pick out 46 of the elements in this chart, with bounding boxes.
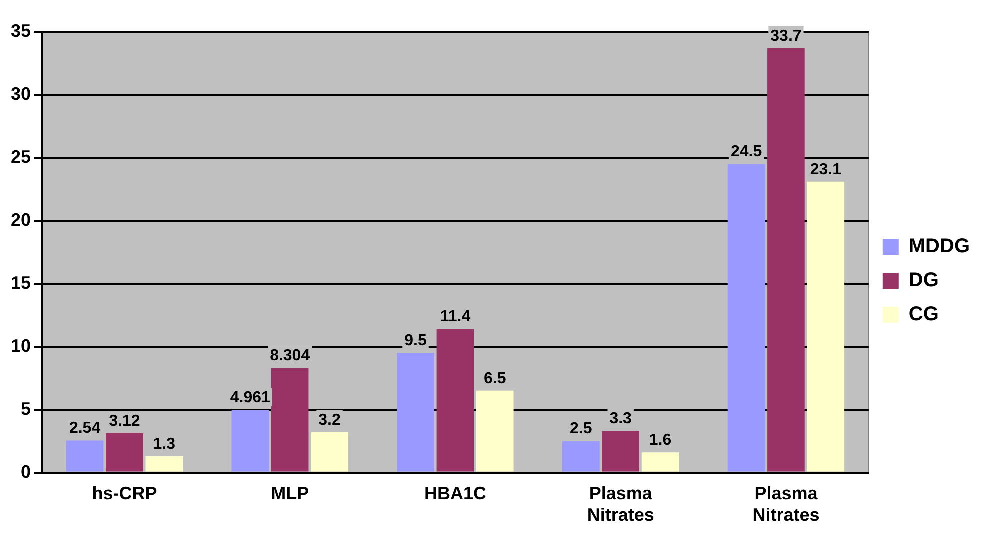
data-label: 4.961 — [230, 390, 271, 407]
x-tick-label: Plasma Nitrates — [587, 484, 654, 526]
bar — [232, 410, 270, 472]
x-tick-label: HBA1C — [424, 484, 486, 504]
y-tick-label: 0 — [21, 462, 32, 482]
data-label: 3.2 — [318, 412, 341, 429]
data-label: 3.12 — [109, 412, 140, 430]
bar — [476, 390, 514, 472]
data-label: 33.7 — [770, 28, 802, 45]
bar — [311, 432, 348, 472]
x-tick-label: Plasma Nitrates — [752, 484, 820, 526]
bar — [106, 434, 144, 472]
data-label: 24.5 — [730, 144, 762, 161]
bar — [271, 368, 309, 472]
data-label: 1.3 — [153, 436, 176, 453]
bar — [807, 182, 845, 472]
data-label: 23.1 — [810, 161, 842, 178]
y-tick-label: 5 — [21, 398, 32, 419]
bar — [768, 48, 805, 472]
data-label: 11.4 — [440, 308, 471, 326]
legend-label: CG — [908, 304, 939, 326]
y-tick-label: 25 — [10, 146, 32, 167]
data-label: 2.5 — [570, 420, 592, 438]
bar — [146, 456, 184, 472]
y-tick-label: 10 — [10, 336, 32, 356]
x-tick-label: hs-CRP — [92, 484, 158, 504]
legend-label: DG — [908, 270, 939, 292]
legend-label: MDDG — [908, 236, 970, 258]
y-tick-label: 20 — [10, 210, 32, 230]
bar — [642, 452, 680, 472]
y-tick-label: 15 — [10, 272, 32, 293]
bar — [397, 353, 434, 472]
data-label: 2.54 — [69, 420, 101, 438]
y-tick-label: 35 — [10, 20, 32, 41]
data-label: 1.6 — [649, 432, 672, 450]
bar — [66, 440, 104, 472]
x-tick-label: MLP — [271, 484, 310, 504]
bar — [436, 329, 474, 472]
data-label: 6.5 — [484, 370, 506, 388]
bar — [728, 164, 766, 472]
bar — [602, 431, 640, 472]
y-tick-label: 30 — [10, 84, 32, 104]
data-label: 3.3 — [610, 410, 632, 428]
data-label: 9.5 — [404, 332, 427, 350]
data-label: 8.304 — [270, 348, 310, 365]
bar — [562, 441, 600, 472]
